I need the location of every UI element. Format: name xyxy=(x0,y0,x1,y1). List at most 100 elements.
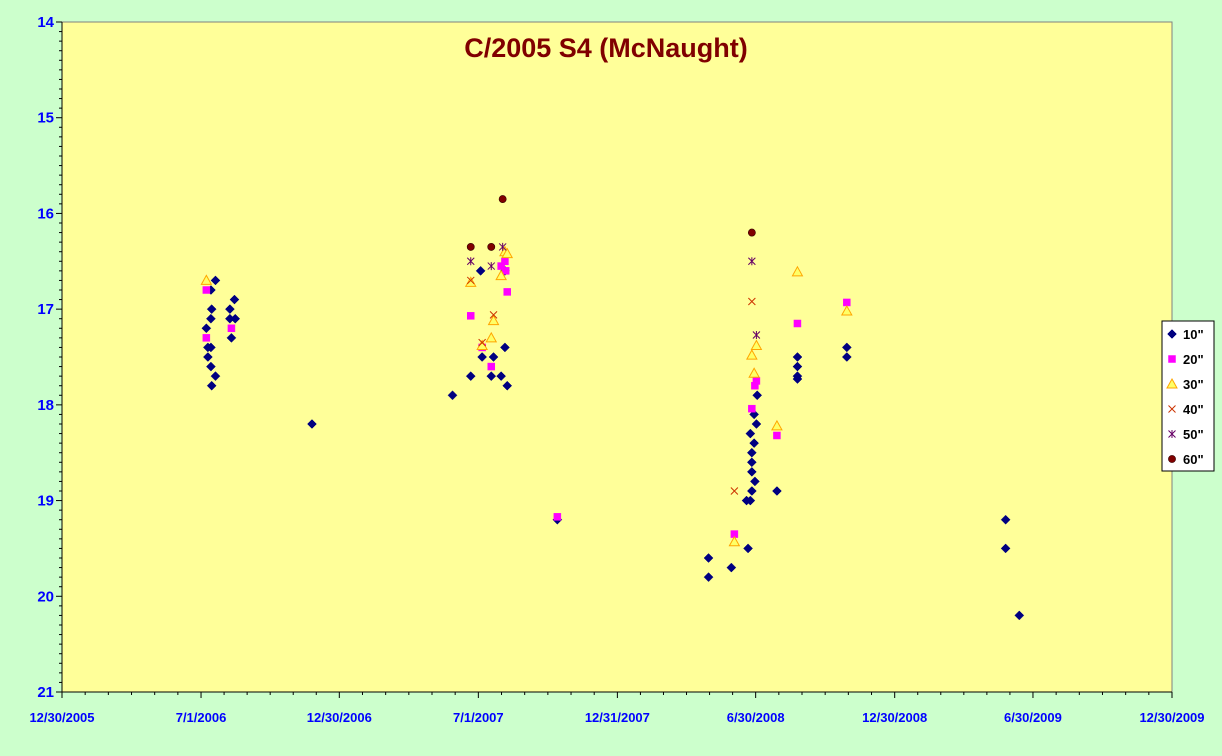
legend-box xyxy=(1161,320,1215,472)
data-point xyxy=(791,265,804,277)
y-tick-label: 15 xyxy=(37,110,54,127)
data-point xyxy=(503,288,511,296)
data-point xyxy=(485,331,498,343)
data-point xyxy=(497,262,505,270)
data-point xyxy=(498,195,507,203)
data-point xyxy=(726,562,737,573)
legend-marker xyxy=(1168,430,1176,438)
data-point xyxy=(226,333,237,343)
data-point xyxy=(466,243,475,251)
data-point xyxy=(840,305,853,316)
data-point xyxy=(792,374,803,384)
data-point xyxy=(841,352,852,362)
data-point xyxy=(750,339,763,351)
y-tick-label: 20 xyxy=(37,588,54,605)
data-point xyxy=(746,349,758,360)
legend-marker xyxy=(1166,377,1178,389)
data-point xyxy=(748,367,760,378)
data-point xyxy=(495,269,507,281)
legend-label: 30" xyxy=(1183,377,1204,392)
data-point xyxy=(498,242,507,251)
data-point xyxy=(748,297,756,306)
data-point xyxy=(752,390,763,401)
data-point xyxy=(745,428,756,439)
data-point xyxy=(745,495,756,506)
data-point xyxy=(747,447,757,458)
series-3 xyxy=(200,245,853,547)
data-point xyxy=(501,247,514,259)
data-point xyxy=(748,257,756,266)
data-point xyxy=(487,362,496,371)
data-point xyxy=(230,313,241,324)
data-point xyxy=(206,361,216,372)
legend-marker xyxy=(1168,455,1176,463)
data-point xyxy=(225,304,235,314)
legend-label: 40" xyxy=(1183,402,1204,417)
chart-title: C/2005 S4 (McNaught) xyxy=(464,33,748,63)
data-point xyxy=(202,334,211,342)
data-point xyxy=(200,274,213,285)
data-point xyxy=(307,419,317,429)
legend-marker xyxy=(1168,355,1176,363)
data-point xyxy=(502,380,513,391)
y-tick-label: 21 xyxy=(37,684,54,701)
x-axis-ticks: 12/30/2005 7/1/2006 12/30/2006 7/1/2007 12/3… xyxy=(29,692,1205,725)
x-tick-label: 12/30/2005 xyxy=(29,710,94,725)
y-tick-label: 16 xyxy=(37,205,54,222)
x-tick-label: 12/30/2006 xyxy=(307,710,372,725)
data-point xyxy=(487,243,496,251)
plot-area xyxy=(61,21,1173,693)
data-point xyxy=(703,572,714,582)
y-tick-label: 18 xyxy=(37,397,54,414)
data-point xyxy=(1000,543,1011,554)
data-point xyxy=(210,371,221,381)
data-point xyxy=(501,257,509,266)
legend-label: 60" xyxy=(1183,452,1204,467)
data-point xyxy=(202,286,211,294)
data-point xyxy=(743,543,753,554)
legend-marker xyxy=(1168,405,1176,413)
data-point xyxy=(489,311,498,319)
data-point xyxy=(843,298,851,307)
data-point xyxy=(466,312,475,320)
y-tick-label: 19 xyxy=(37,493,54,510)
data-point xyxy=(703,553,714,563)
data-point xyxy=(500,342,510,353)
x-tick-label: 12/30/2008 xyxy=(862,710,927,725)
data-point xyxy=(488,352,499,362)
data-point xyxy=(730,487,739,495)
y-tick-label: 17 xyxy=(37,301,54,318)
data-point xyxy=(748,404,756,413)
data-point xyxy=(203,352,213,362)
legend-label: 10" xyxy=(1183,327,1204,342)
x-tick-label: 12/31/2007 xyxy=(585,710,650,725)
data-point xyxy=(227,324,236,333)
data-point xyxy=(464,276,477,287)
x-tick-label: 6/30/2009 xyxy=(1004,710,1062,725)
data-point xyxy=(750,476,760,487)
data-point xyxy=(772,486,782,496)
data-point xyxy=(747,467,757,477)
data-point xyxy=(466,276,475,285)
legend-marker xyxy=(1167,329,1177,339)
data-point xyxy=(466,257,475,266)
data-point xyxy=(752,377,761,385)
data-point xyxy=(747,486,757,496)
data-point xyxy=(792,361,803,372)
data-point xyxy=(747,457,757,468)
series-1 xyxy=(201,266,1025,621)
data-point xyxy=(206,380,217,391)
data-point xyxy=(210,275,221,286)
data-points xyxy=(200,195,1025,621)
x-tick-label: 6/30/2008 xyxy=(727,710,785,725)
data-point xyxy=(747,228,756,237)
data-point xyxy=(478,338,486,347)
y-axis-ticks: 14 15 16 17 18 19 20 21 xyxy=(37,14,62,701)
data-point xyxy=(487,314,500,326)
data-point xyxy=(486,371,497,381)
data-point xyxy=(206,313,216,324)
legend-label: 20" xyxy=(1183,352,1204,367)
data-point xyxy=(206,342,216,353)
